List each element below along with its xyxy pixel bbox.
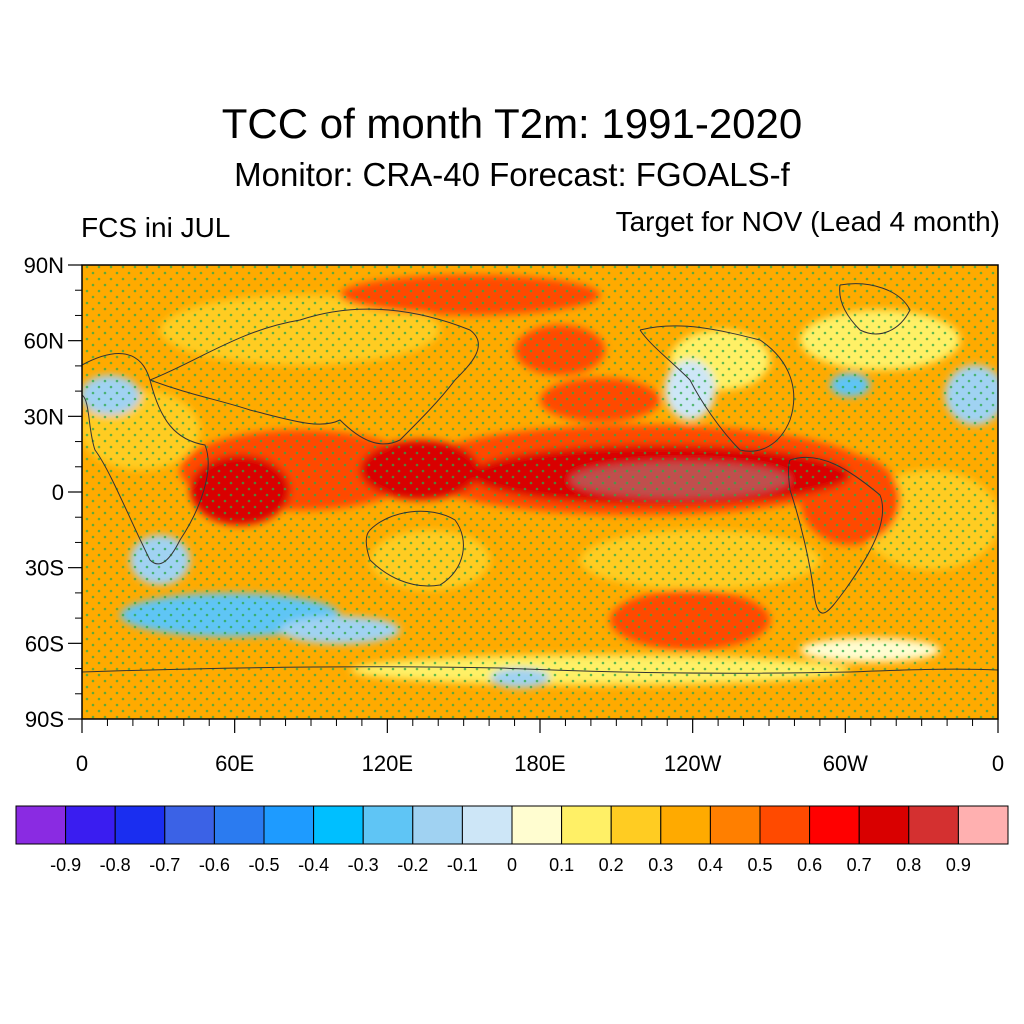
map-title: TCC of month T2m: 1991-2020: [221, 100, 803, 147]
colorbar-swatch: [412, 805, 463, 845]
lon-label: 60E: [215, 751, 254, 776]
colorbar-label: 0.4: [698, 855, 723, 875]
lat-label: 30S: [25, 556, 64, 581]
colorbar-swatch: [610, 805, 662, 845]
colorbar: -0.9 -0.8 -0.7 -0.6 -0.5 -0.4 -0.3 -0.2 -0.1 0 0.1…: [15, 805, 1009, 875]
colorbar-swatch: [561, 805, 612, 845]
lat-label: 90S: [25, 707, 64, 732]
lon-label: 60W: [823, 751, 868, 776]
colorbar-label: -0.3: [348, 855, 379, 875]
colorbar-label: -0.4: [298, 855, 329, 875]
colorbar-swatch: [759, 805, 811, 845]
colorbar-swatch: [809, 805, 860, 845]
colorbar-label: -0.2: [397, 855, 428, 875]
colorbar-label: -0.1: [447, 855, 478, 875]
lon-label: 0: [992, 751, 1004, 776]
colorbar-swatch: [709, 805, 761, 845]
lat-label: 60S: [25, 631, 64, 656]
colorbar-swatch: [164, 805, 215, 845]
lat-label: 60N: [24, 329, 64, 354]
coast-eurasia: [149, 308, 479, 445]
colorbar-swatch: [660, 805, 711, 845]
colorbar-swatch: [858, 805, 910, 845]
lon-label: 120W: [664, 751, 722, 776]
colorbar-label: -0.5: [248, 855, 279, 875]
significance-stippling: [82, 265, 998, 719]
colorbar-label: 0.9: [946, 855, 971, 875]
colorbar-label: 0.2: [599, 855, 624, 875]
colorbar-swatch: [511, 805, 563, 845]
colorbar-label: 0.6: [797, 855, 822, 875]
lat-label: 90N: [24, 253, 64, 278]
colorbar-label: -0.7: [149, 855, 180, 875]
colorbar-label: 0.1: [549, 855, 574, 875]
colorbar-label: -0.9: [50, 855, 81, 875]
map-subtitle: Monitor: CRA-40 Forecast: FGOALS-f: [234, 156, 790, 193]
colorbar-swatch: [263, 805, 315, 845]
colorbar-swatch: [957, 805, 1009, 845]
colorbar-swatch: [65, 805, 116, 845]
colorbar-label: 0.5: [747, 855, 772, 875]
init-month-label: FCS ini JUL: [81, 212, 231, 243]
coast-north-america: [639, 325, 795, 452]
coastlines: [82, 283, 998, 674]
colorbar-label: 0.7: [847, 855, 872, 875]
lat-label: 0: [52, 480, 64, 505]
lon-label: 120E: [362, 751, 413, 776]
map-field: [82, 265, 998, 719]
colorbar-label: 0: [507, 855, 517, 875]
colorbar-label: -0.8: [100, 855, 131, 875]
coast-australia: [365, 510, 464, 587]
colorbar-swatch: [908, 805, 959, 845]
colorbar-label: 0.8: [896, 855, 921, 875]
colorbar-swatch: [461, 805, 513, 845]
coast-south-america: [788, 456, 884, 614]
colorbar-label: 0.3: [648, 855, 673, 875]
lat-label: 30N: [24, 404, 64, 429]
colorbar-swatch: [313, 805, 364, 845]
lat-axis: 90N 60N 30N 0 30S 60S 90S: [24, 253, 82, 732]
colorbar-swatch: [213, 805, 265, 845]
coast-greenland: [839, 283, 911, 335]
colorbar-swatch: [114, 805, 166, 845]
lon-label: 180E: [514, 751, 565, 776]
coast-antarctica: [82, 666, 998, 674]
lon-label: 0: [76, 751, 88, 776]
lon-axis: 0 60E 120E 180E 120W 60W 0: [76, 719, 1004, 776]
colorbar-label: -0.6: [199, 855, 230, 875]
colorbar-swatch: [15, 805, 67, 845]
target-month-label: Target for NOV (Lead 4 month): [615, 206, 1000, 237]
colorbar-swatch: [362, 805, 414, 845]
